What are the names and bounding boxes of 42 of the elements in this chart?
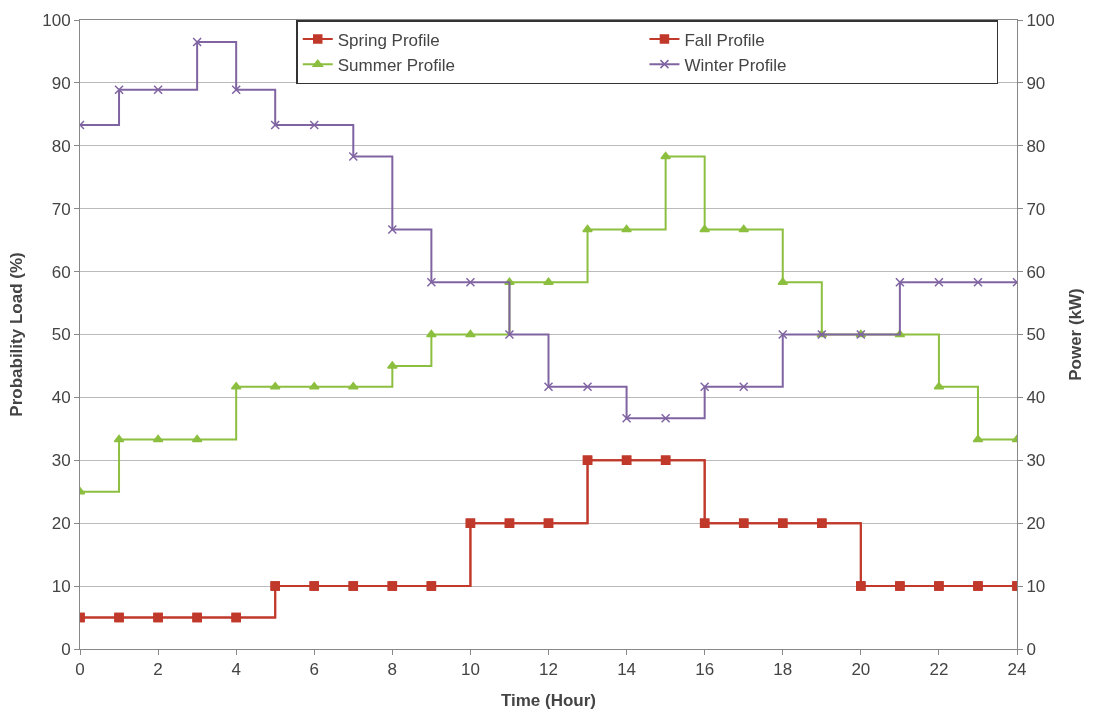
y2-tick-label: 10 — [1026, 577, 1046, 597]
y2-tick-label: 0 — [1026, 639, 1036, 659]
y2-tick-label: 20 — [1026, 514, 1046, 534]
x-tick-label: 10 — [460, 660, 480, 680]
y-tick-label: 60 — [51, 262, 71, 282]
x-tick-label: 24 — [1007, 660, 1027, 680]
y-tick-label: 70 — [51, 199, 71, 219]
y2-tick-label: 50 — [1026, 325, 1046, 345]
x-tick-label: 6 — [309, 660, 319, 680]
y-tick-label: 80 — [51, 136, 71, 156]
x-tick-label: 20 — [851, 660, 871, 680]
y2-axis-title: Power (kW) — [1066, 288, 1086, 381]
y2-tick-label: 100 — [1026, 10, 1055, 30]
x-tick-label: 0 — [75, 660, 85, 680]
x-tick-label: 16 — [695, 660, 715, 680]
legend-label: Spring Profile — [337, 30, 440, 50]
y-tick-label: 10 — [51, 577, 71, 597]
y2-tick-label: 70 — [1026, 199, 1046, 219]
x-tick-label: 22 — [929, 660, 949, 680]
y-tick-label: 0 — [61, 639, 71, 659]
y-tick-label: 30 — [51, 451, 71, 471]
y2-tick-label: 40 — [1026, 388, 1046, 408]
y-tick-label: 20 — [51, 514, 71, 534]
x-tick-label: 8 — [387, 660, 398, 680]
legend-label: Winter Profile — [684, 55, 787, 75]
x-tick-label: 2 — [153, 660, 163, 680]
y2-tick-label: 60 — [1026, 262, 1046, 282]
x-tick-label: 18 — [773, 660, 793, 680]
y-tick-label: 90 — [51, 73, 71, 93]
legend-label: Summer Profile — [337, 55, 455, 75]
y2-tick-label: 90 — [1026, 73, 1046, 93]
x-axis-title: Time (Hour) — [500, 690, 597, 710]
y2-tick-label: 80 — [1026, 136, 1046, 156]
y-tick-label: 100 — [42, 10, 71, 30]
y2-tick-label: 30 — [1026, 451, 1046, 471]
x-tick-label: 4 — [231, 660, 241, 680]
x-tick-label: 12 — [539, 660, 558, 680]
y-tick-label: 50 — [51, 325, 71, 345]
y-tick-label: 40 — [51, 388, 71, 408]
y-axis-title: Probability Load (%) — [6, 252, 26, 417]
legend-label: Fall Profile — [684, 30, 765, 50]
x-tick-label: 14 — [617, 660, 637, 680]
